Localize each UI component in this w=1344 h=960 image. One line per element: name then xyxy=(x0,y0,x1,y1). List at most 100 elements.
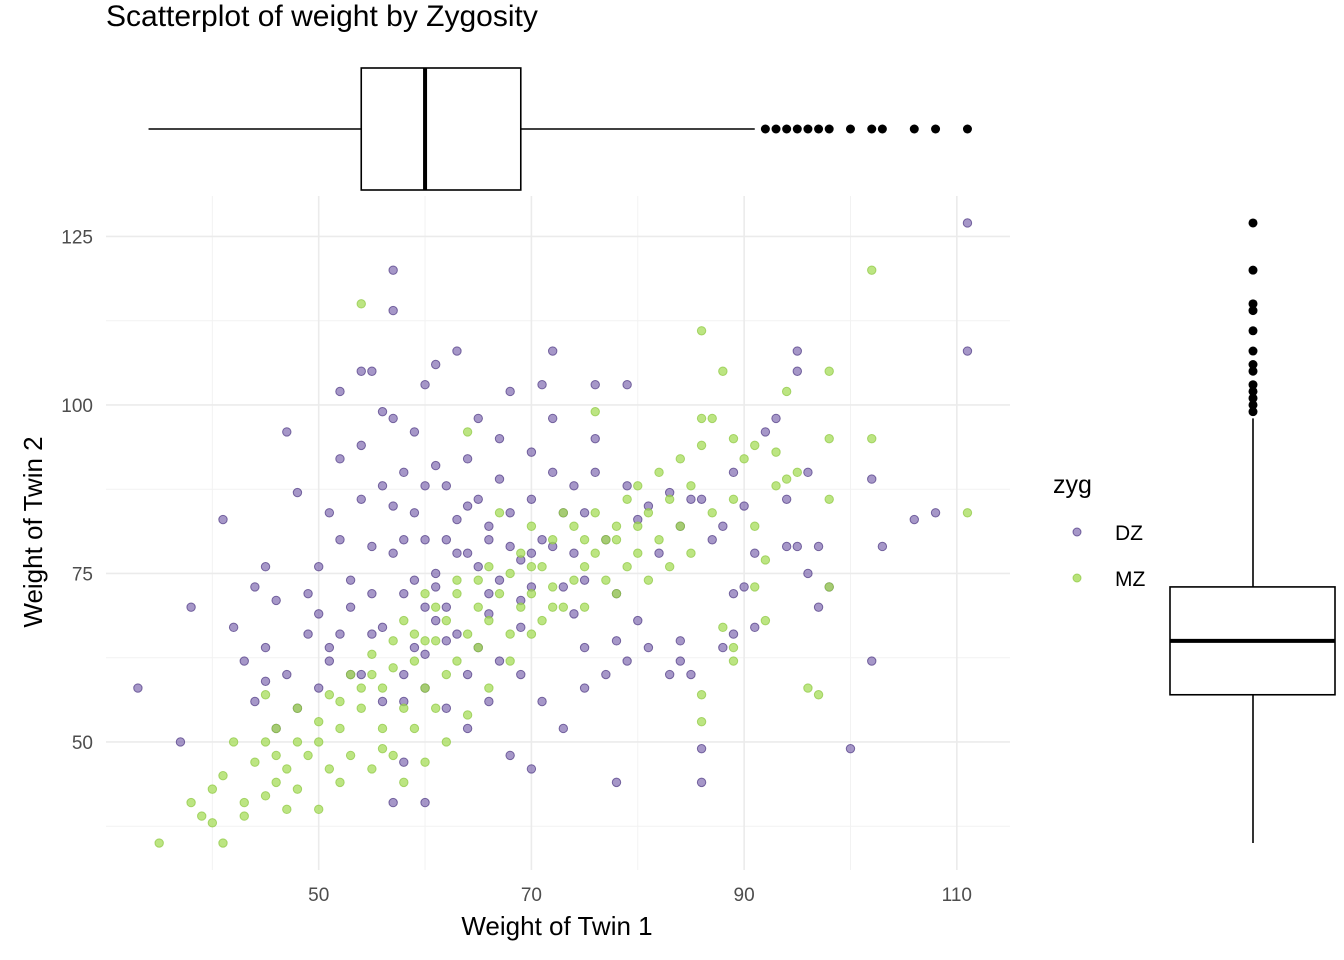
scatter-point-mz xyxy=(537,615,547,626)
scatter-point-dz xyxy=(282,427,292,437)
x-tick-label: 110 xyxy=(942,885,972,906)
scatter-point-mz xyxy=(494,588,505,599)
scatter-point-dz xyxy=(579,575,590,585)
scatter-point-dz xyxy=(750,548,760,558)
scatter-point-mz xyxy=(739,454,749,464)
scatter-point-dz xyxy=(718,521,728,531)
scatter-point-mz xyxy=(356,683,366,693)
x-tick-label: 90 xyxy=(734,885,755,906)
top-boxplot-outlier xyxy=(931,124,941,134)
scatter-point-mz xyxy=(239,811,249,821)
scatter-point-mz xyxy=(441,737,452,747)
scatter-point-dz xyxy=(771,413,781,424)
scatter-point-mz xyxy=(611,521,622,531)
chart-title: Scatterplot of weight by Zygosity xyxy=(106,0,538,33)
scatter-point-mz xyxy=(569,575,579,585)
scatter-point-mz xyxy=(771,481,781,491)
scatter-point-dz xyxy=(260,642,271,653)
scatter-point-dz xyxy=(728,629,739,639)
scatter-point-dz xyxy=(399,535,409,545)
scatter-point-dz xyxy=(558,723,569,734)
scatter-point-dz xyxy=(409,575,420,585)
scatter-point-dz xyxy=(611,777,622,788)
scatter-point-mz xyxy=(696,326,707,336)
top-boxplot-outlier xyxy=(867,124,877,134)
scatter-point-dz xyxy=(430,568,441,579)
scatter-point-mz xyxy=(558,508,569,518)
scatter-point-dz xyxy=(696,777,707,788)
scatter-point-mz xyxy=(728,642,739,653)
scatter-point-dz xyxy=(388,265,398,275)
scatter-point-mz xyxy=(696,717,707,727)
scatter-point-mz xyxy=(760,615,771,626)
scatter-point-dz xyxy=(345,602,356,612)
scatter-point-mz xyxy=(633,548,643,558)
scatter-point-mz xyxy=(207,818,218,828)
scatter-point-dz xyxy=(484,588,494,599)
scatter-point-dz xyxy=(516,669,526,680)
scatter-point-dz xyxy=(356,366,366,376)
scatter-point-dz xyxy=(739,501,749,511)
scatter-point-mz xyxy=(218,770,228,781)
top-boxplot-outlier xyxy=(909,124,919,134)
scatter-point-dz xyxy=(707,535,717,545)
top-marginal-boxplot xyxy=(148,67,972,191)
scatter-point-mz xyxy=(750,582,760,592)
scatter-point-dz xyxy=(505,541,515,552)
scatter-point-mz xyxy=(867,433,877,444)
legend-title: zyg xyxy=(1053,471,1092,499)
scatter-point-mz xyxy=(420,588,430,599)
scatter-point-dz xyxy=(803,568,813,579)
scatter-point-mz xyxy=(292,784,303,794)
scatter-point-mz xyxy=(377,683,388,693)
scatter-point-mz xyxy=(271,777,281,788)
scatter-point-mz xyxy=(345,669,356,680)
scatter-point-mz xyxy=(462,710,473,720)
scatter-point-dz xyxy=(728,588,739,599)
scatter-point-mz xyxy=(611,588,622,599)
scatter-point-dz xyxy=(622,380,632,390)
scatter-point-dz xyxy=(781,541,792,552)
scatter-point-dz xyxy=(133,683,143,693)
scatter-point-mz xyxy=(675,521,686,531)
x-tick-label: 50 xyxy=(308,885,329,906)
scatter-point-mz xyxy=(409,629,420,639)
scatter-point-mz xyxy=(601,575,611,585)
scatter-point-dz xyxy=(494,433,505,444)
scatter-point-mz xyxy=(484,683,494,693)
scatter-point-dz xyxy=(547,467,558,478)
scatter-point-mz xyxy=(590,508,600,518)
scatter-point-mz xyxy=(664,562,675,572)
scatter-point-dz xyxy=(314,562,324,572)
scatter-point-dz xyxy=(845,743,856,754)
scatter-point-dz xyxy=(792,541,802,552)
scatter-point-mz xyxy=(228,737,239,747)
legend-label-mz: MZ xyxy=(1115,568,1145,591)
legend-label-dz: DZ xyxy=(1115,522,1143,545)
scatter-point-mz xyxy=(654,535,664,545)
scatter-point-mz xyxy=(781,386,792,397)
scatter-point-dz xyxy=(430,582,441,592)
scatter-point-mz xyxy=(675,454,686,464)
scatter-point-dz xyxy=(473,494,483,504)
scatter-point-dz xyxy=(505,386,515,397)
scatter-point-mz xyxy=(430,602,441,612)
scatter-point-dz xyxy=(175,737,186,747)
scatter-point-mz xyxy=(260,791,271,801)
scatter-point-mz xyxy=(622,494,632,504)
scatter-point-mz xyxy=(707,508,717,518)
scatter-point-dz xyxy=(452,629,462,639)
scatter-point-mz xyxy=(388,750,398,761)
scatter-point-mz xyxy=(420,757,430,767)
scatter-point-dz xyxy=(579,508,590,518)
scatter-point-mz xyxy=(484,615,494,626)
scatter-point-dz xyxy=(377,622,388,633)
scatter-point-mz xyxy=(239,797,249,808)
y-axis-title: Weight of Twin 2 xyxy=(18,436,48,627)
scatter-point-mz xyxy=(696,690,707,700)
scatter-point-dz xyxy=(462,669,473,680)
scatter-point-dz xyxy=(962,346,973,356)
right-boxplot-outlier xyxy=(1248,326,1258,336)
scatter-point-dz xyxy=(367,541,377,552)
